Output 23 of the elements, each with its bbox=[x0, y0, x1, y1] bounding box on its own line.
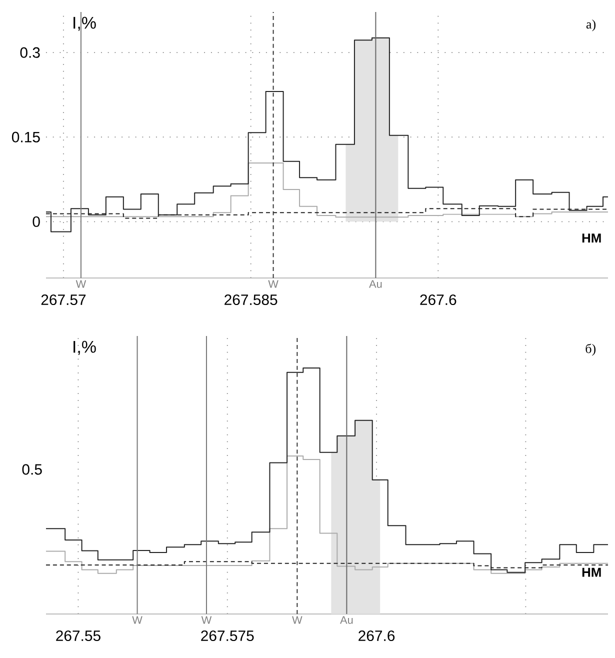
y-tick-label: 0 bbox=[32, 216, 40, 227]
ref-line-label: W bbox=[201, 616, 212, 624]
x-tick-label: 267.6 bbox=[420, 294, 456, 306]
text: 0.5 bbox=[22, 464, 42, 475]
y-tick-label: 0.3 bbox=[20, 47, 40, 58]
text: а) bbox=[586, 20, 596, 32]
x-tick-label: 267.6 bbox=[358, 630, 395, 642]
x-tick-label: 267.575 bbox=[201, 630, 254, 642]
ref-line-label: Au bbox=[340, 616, 353, 624]
y-axis-title: I,% bbox=[74, 340, 96, 355]
ref-line-label: W bbox=[76, 280, 86, 288]
ref-line-label: Au bbox=[369, 280, 382, 288]
y-axis-title: I,% bbox=[74, 16, 96, 31]
x-tick-label: 267.55 bbox=[56, 630, 100, 642]
x-axis-title: НМ bbox=[582, 568, 601, 577]
x-tick-label: 267.585 bbox=[224, 294, 278, 306]
x-tick-label: 267.57 bbox=[41, 294, 86, 306]
ref-line-label: W bbox=[132, 616, 142, 624]
ref-line-label: W bbox=[268, 280, 278, 288]
y-tick-label: 0.15 bbox=[12, 132, 40, 142]
chart-title: б) bbox=[586, 344, 596, 356]
x-axis-title: НМ bbox=[582, 234, 601, 243]
ref-line-label: W bbox=[292, 616, 302, 624]
